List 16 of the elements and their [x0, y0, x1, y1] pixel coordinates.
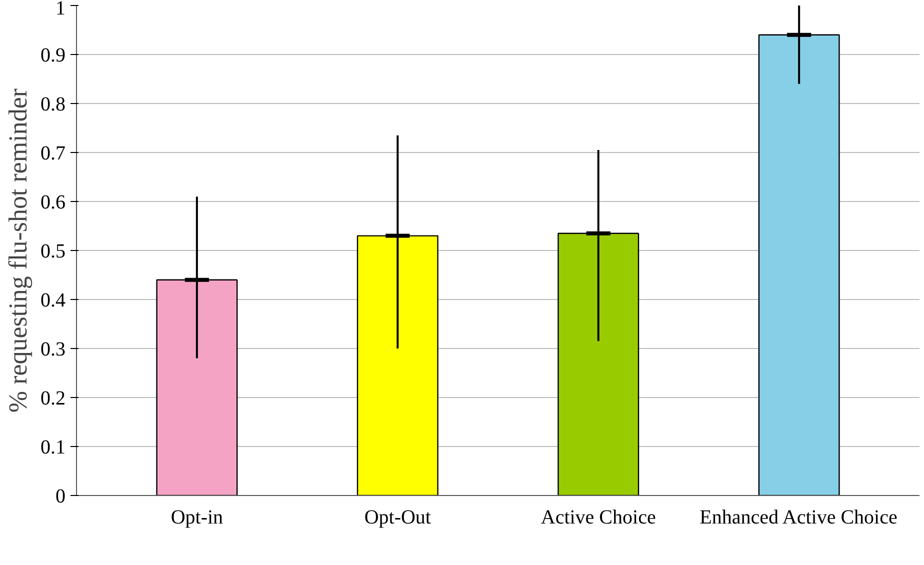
x-tick-label: Opt-in: [170, 506, 224, 528]
y-tick-label: 1: [56, 0, 66, 20]
y-tick-label: 0: [56, 486, 66, 508]
y-tick-label: 0.7: [40, 142, 66, 164]
x-tick-label: Opt-Out: [364, 506, 432, 528]
y-tick-label: 0.6: [40, 192, 66, 214]
y-tick-label: 0.9: [40, 44, 66, 66]
x-tick-label: Active Choice: [540, 506, 656, 528]
y-tick-label: 0.5: [40, 240, 66, 262]
y-tick-label: 0.3: [40, 338, 66, 360]
y-axis-title: % requesting flu-shot reminder: [4, 88, 32, 413]
y-tick-label: 0.2: [40, 388, 66, 410]
y-tick-label: 0.8: [40, 94, 66, 116]
x-tick-label: Enhanced Active Choice: [700, 506, 898, 528]
y-tick-label: 0.4: [40, 290, 66, 312]
y-tick-label: 0.1: [40, 436, 66, 458]
